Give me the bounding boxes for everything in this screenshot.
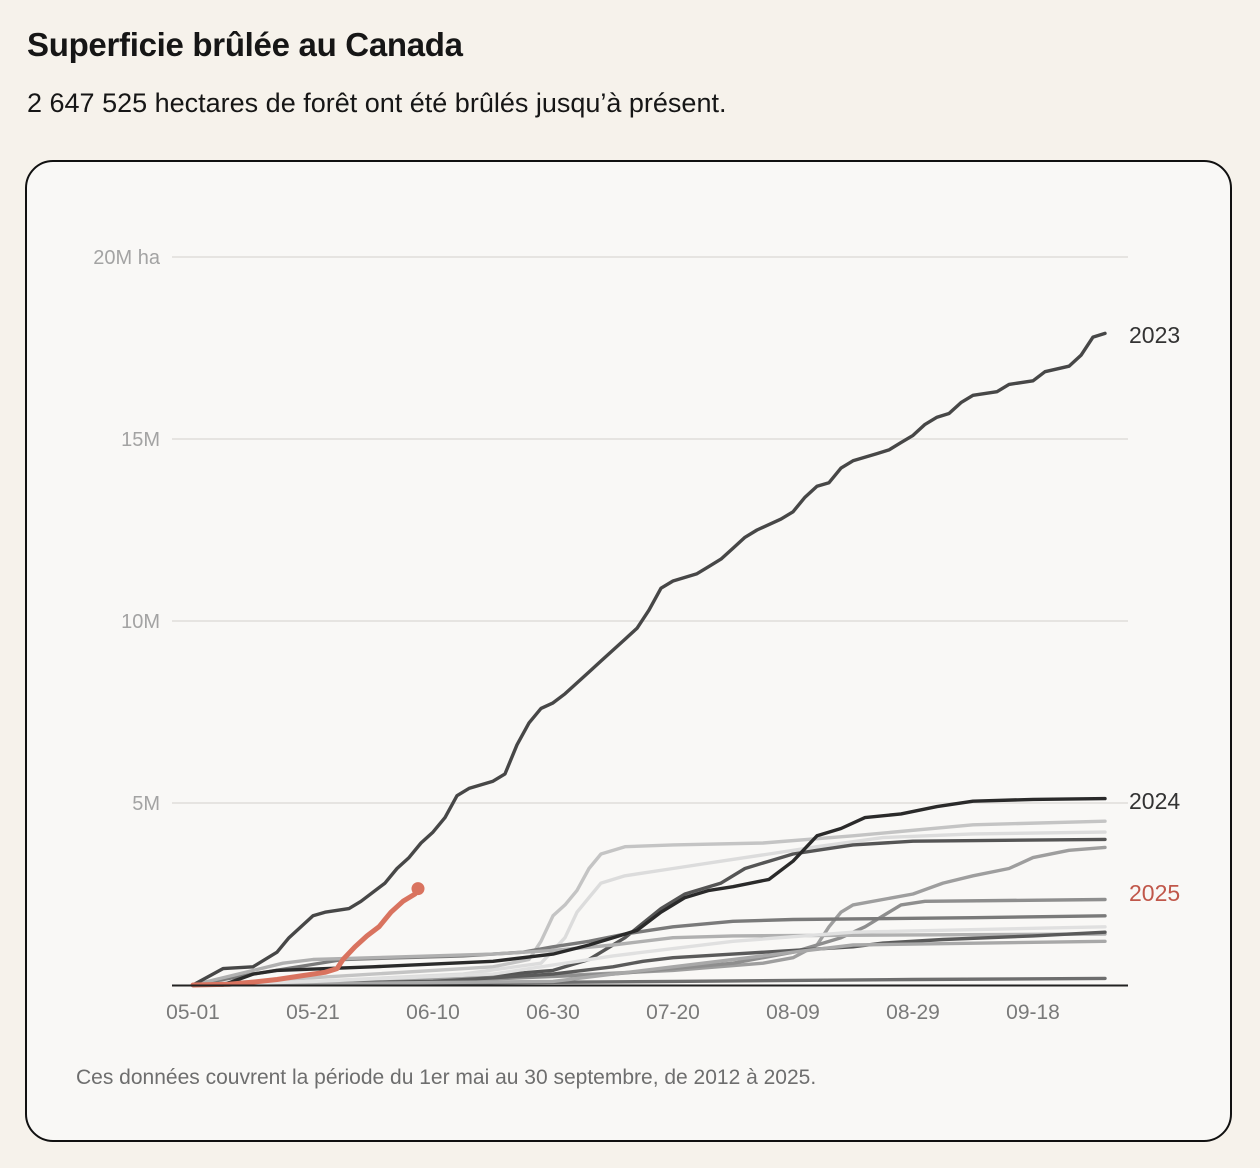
series-labels: 2024 2023 2025 [1129, 322, 1180, 906]
y-tick-label: 10M [121, 611, 160, 633]
x-tick-label: 05-21 [286, 1001, 340, 1024]
x-tick-label: 09-18 [1006, 1001, 1060, 1024]
series-line-2024 [191, 796, 1107, 987]
x-tick-label: 06-30 [526, 1001, 580, 1024]
series-line-gray-j [191, 939, 1107, 987]
series-line-gray-a [191, 819, 1107, 987]
x-tick-label: 08-29 [886, 1001, 940, 1024]
series-line-gray-e [191, 897, 1107, 987]
chart-subtitle: 2 647 525 hectares de forêt ont été brûl… [27, 88, 727, 118]
series-label-2025: 2025 [1129, 880, 1180, 906]
y-axis-ticks: 5M 10M 15M 20M ha [93, 247, 161, 815]
series-line-gray-h [191, 930, 1107, 987]
current-value-marker [411, 882, 425, 896]
series-line-gray-g [191, 932, 1107, 987]
series-label-2023: 2023 [1129, 322, 1180, 348]
series-lines [190, 331, 1107, 988]
series-line-2023 [191, 331, 1107, 987]
y-tick-label: 5M [132, 793, 160, 815]
x-tick-label: 08-09 [766, 1001, 820, 1024]
chart-title: Superficie brûlée au Canada [27, 26, 463, 63]
y-tick-label: 15M [121, 429, 160, 451]
gridlines [172, 256, 1128, 804]
series-line-2025 [190, 886, 421, 988]
x-tick-label: 05-01 [166, 1001, 220, 1024]
y-tick-label: 20M ha [93, 247, 161, 269]
x-axis-ticks: 05-01 05-21 06-10 06-30 07-20 08-09 08-29 09-18 [166, 1001, 1060, 1024]
x-tick-label: 07-20 [646, 1001, 700, 1024]
footnote: Ces données couvrent la période du 1er m… [76, 1066, 817, 1089]
x-tick-label: 06-10 [406, 1001, 460, 1024]
series-label-2024: 2024 [1129, 788, 1180, 814]
series-line-gray-b [191, 830, 1107, 987]
series-line-gray-k [191, 925, 1107, 987]
series-line-gray-c [191, 837, 1107, 987]
